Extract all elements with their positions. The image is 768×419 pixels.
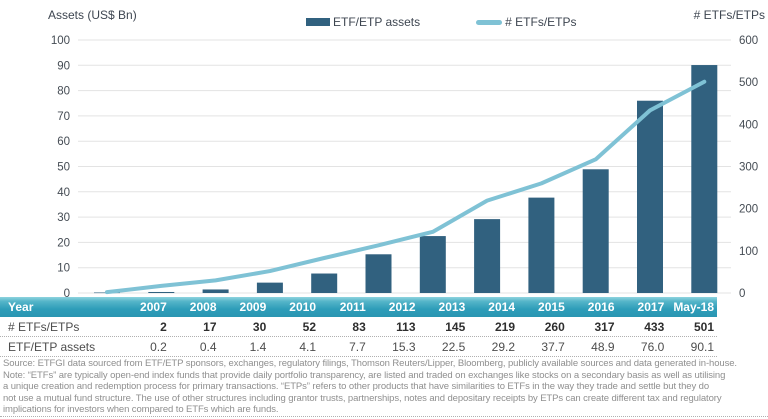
- year-column-header: 2014: [488, 300, 515, 314]
- footnote-line: a unique creation and redemption process…: [3, 381, 710, 392]
- legend-item-count: # ETFs/ETPs: [476, 15, 576, 29]
- table-cell: 145: [445, 319, 466, 334]
- table-cell: 90.1: [690, 339, 714, 354]
- bar-2015: [528, 197, 555, 293]
- bar-2011: [311, 273, 338, 293]
- left-axis-tick: 90: [57, 60, 70, 72]
- left-axis-tick: 20: [57, 237, 70, 249]
- table-cell: 2: [160, 319, 167, 334]
- table-cell: 30: [252, 319, 267, 334]
- right-axis-tick: 200: [739, 204, 758, 216]
- table-cell: 433: [644, 319, 665, 334]
- right-axis-tick: 100: [739, 246, 758, 258]
- legend-label-assets: ETF/ETP assets: [333, 15, 421, 29]
- table-header-label: Year: [8, 300, 34, 314]
- bar-2016: [582, 169, 609, 293]
- left-axis-tick: 80: [57, 86, 70, 98]
- table-cell: 22.5: [441, 339, 466, 354]
- year-column-header: 2011: [339, 300, 366, 314]
- table-cell: 0.4: [199, 339, 217, 354]
- table-cell: 48.9: [591, 339, 615, 354]
- table-header-row: Year 2007 2008 2009 2010 2011 2012 2013 2014 201…: [0, 297, 717, 317]
- chart-legend: ETF/ETP assets # ETFs/ETPs: [306, 15, 576, 29]
- table-cell: 0.2: [150, 339, 167, 354]
- left-axis-tick: 10: [57, 263, 70, 275]
- year-column-header: 2015: [538, 300, 565, 314]
- table-cell: 317: [594, 319, 615, 334]
- row-label: # ETFs/ETPs: [8, 319, 80, 334]
- year-column-header: 2017: [637, 300, 665, 314]
- bar-May-18: [691, 65, 718, 293]
- year-column-header: 2008: [189, 300, 217, 314]
- right-axis-tick: 0: [739, 288, 745, 297]
- combo-chart: 0 10 20 30 40 50 60 70 80 90 100 0 100 200 300 400 500 60…: [51, 35, 758, 297]
- left-axis-tick: 50: [57, 162, 70, 174]
- bar-2012: [365, 254, 392, 293]
- table-cell: 4.1: [299, 339, 316, 354]
- right-axis-tick: 400: [739, 119, 758, 131]
- footnote-line: Note: “ETFs” are typically open-end inde…: [3, 369, 726, 381]
- year-column-header: 2007: [140, 300, 167, 314]
- left-axis-tick: 0: [64, 288, 70, 297]
- table-cell: 52: [302, 319, 316, 334]
- count-trend-line: [105, 79, 707, 295]
- table-cell: 1.4: [249, 339, 267, 354]
- footnote: Source: ETFGI data sourced from ETF/ETP …: [3, 358, 768, 416]
- left-axis-tick: 30: [57, 212, 70, 224]
- table-cell: 76.0: [640, 339, 665, 354]
- table-cell: 7.7: [349, 339, 366, 354]
- year-column-header: 2013: [438, 300, 466, 314]
- line-series-swatch-icon: [476, 19, 503, 25]
- row-label: ETF/ETP assets: [8, 339, 96, 354]
- bar-2008: [148, 291, 175, 293]
- left-axis-tick: 100: [51, 35, 70, 47]
- bar-2009: [202, 289, 229, 293]
- table-cell: 37.7: [541, 339, 565, 354]
- legend-label-count: # ETFs/ETPs: [505, 15, 577, 29]
- left-axis-title: Assets (US$ Bn): [48, 8, 137, 22]
- table-cell: 83: [352, 319, 366, 334]
- table-cell: 15.3: [392, 339, 416, 354]
- left-axis-tick: 40: [57, 187, 70, 199]
- bar-2017: [637, 100, 663, 293]
- bar-2013: [419, 236, 446, 293]
- year-column-header: 2009: [239, 300, 267, 314]
- footnote-line: Source: ETFGI data sourced from ETF/ETP …: [3, 358, 737, 369]
- table-row: ETF/ETP assets 0.2 0.4 1.4 4.1 7.7 15.3 22.5 29.…: [0, 337, 717, 357]
- table-cell: 260: [544, 319, 565, 334]
- bar-2014: [474, 219, 501, 293]
- bar-series-swatch-icon: [306, 18, 330, 26]
- left-axis-tick: 60: [57, 136, 70, 148]
- data-table: Year 2007 2008 2009 2010 2011 2012 2013 2014 201…: [0, 297, 717, 357]
- footnote-line: implications for investors when compared…: [3, 404, 279, 415]
- table-cell: 17: [203, 319, 217, 334]
- bar-2010: [256, 282, 283, 293]
- right-axis-title: # ETFs/ETPs: [693, 8, 765, 22]
- table-cell: 113: [396, 319, 416, 334]
- legend-item-assets: ETF/ETP assets: [306, 15, 420, 29]
- year-column-header: May-18: [673, 300, 714, 314]
- bottom-divider: [0, 416, 768, 417]
- table-cell: 219: [494, 319, 515, 334]
- year-column-header: 2012: [388, 300, 416, 314]
- footnote-line: not use a mutual fund structure. The use…: [3, 392, 722, 404]
- table-row: # ETFs/ETPs 2 17 30 52 83 113 145 219 260 317 433 50…: [0, 317, 717, 337]
- year-column-header: 2016: [587, 300, 615, 314]
- table-cell: 501: [693, 319, 714, 334]
- left-axis-tick: 70: [57, 111, 70, 123]
- year-column-header: 2010: [289, 300, 316, 314]
- right-axis-tick: 500: [739, 77, 758, 89]
- right-axis-tick: 600: [739, 35, 758, 47]
- right-axis-tick: 300: [739, 162, 758, 174]
- table-cell: 29.2: [491, 339, 515, 354]
